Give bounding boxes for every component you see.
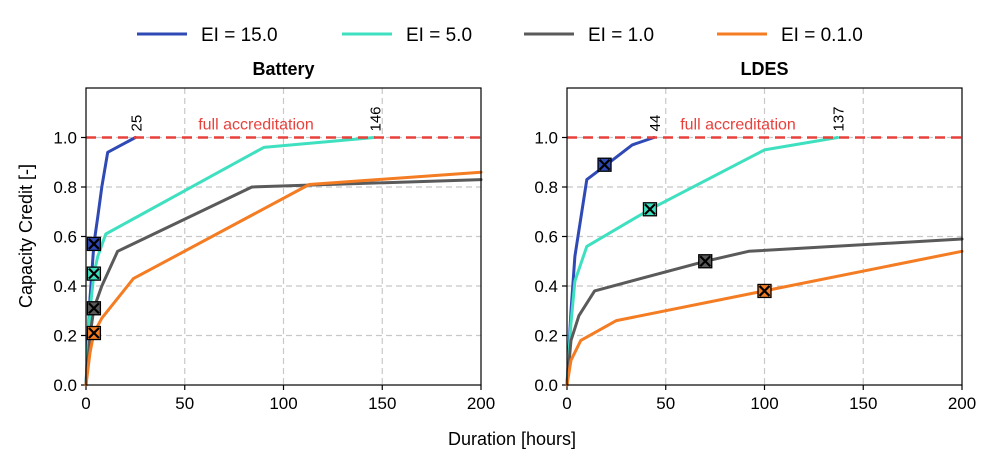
x-tick-label: 200 bbox=[467, 394, 495, 413]
x-tick-label: 100 bbox=[269, 394, 297, 413]
series-marker bbox=[757, 283, 772, 299]
marker-cross bbox=[88, 267, 100, 280]
series-marker bbox=[86, 266, 102, 281]
legend-label: EI = 0.1.0 bbox=[781, 25, 863, 46]
marker-cross bbox=[88, 302, 100, 315]
x-tick-label: 100 bbox=[750, 394, 778, 413]
y-tick-label: 0.0 bbox=[53, 376, 77, 395]
series-marker bbox=[642, 202, 658, 217]
y-tick-label: 0.2 bbox=[534, 327, 558, 346]
duration-label: 25 bbox=[128, 115, 145, 132]
y-tick-label: 0.4 bbox=[534, 277, 558, 296]
legend-label: EI = 1.0 bbox=[588, 25, 654, 46]
series-marker bbox=[597, 157, 612, 172]
duration-label: 137 bbox=[831, 106, 848, 131]
marker-cross bbox=[644, 203, 656, 216]
legend: EI = 15.0 EI = 5.0 EI = 1.0 EI = 0.1.0 bbox=[137, 25, 863, 46]
series-line bbox=[84, 136, 376, 387]
x-tick-label: 0 bbox=[562, 394, 571, 413]
panel-title: Battery bbox=[252, 59, 314, 79]
marker-cross bbox=[88, 327, 100, 339]
battery-panel: Battery 0 50 100 150 200 0.0 0.2 0.4 0.6 0.8 1.0 ful… bbox=[53, 59, 495, 413]
series-line bbox=[565, 237, 964, 387]
series-line bbox=[84, 170, 483, 387]
marker-cross bbox=[699, 255, 712, 268]
series-marker bbox=[86, 325, 102, 341]
legend-label: EI = 5.0 bbox=[406, 25, 472, 46]
y-axis-label: Capacity Credit [-] bbox=[16, 164, 36, 308]
series-line bbox=[565, 136, 840, 387]
full-accreditation-label: full accreditation bbox=[198, 117, 314, 134]
duration-label: 146 bbox=[367, 106, 384, 131]
axes-frame bbox=[85, 87, 482, 386]
y-tick-label: 0.8 bbox=[53, 178, 77, 197]
panel-title: LDES bbox=[740, 59, 788, 79]
marker-cross bbox=[88, 238, 100, 250]
series-line bbox=[565, 136, 656, 387]
full-accreditation-label: full accreditation bbox=[680, 117, 796, 134]
x-tick-label: 200 bbox=[948, 394, 976, 413]
series-line bbox=[565, 249, 964, 387]
axes-frame bbox=[566, 87, 963, 386]
y-tick-label: 1.0 bbox=[53, 129, 77, 148]
x-tick-label: 50 bbox=[175, 394, 194, 413]
x-tick-label: 50 bbox=[656, 394, 675, 413]
legend-label: EI = 15.0 bbox=[201, 25, 278, 46]
y-tick-label: 0.8 bbox=[534, 178, 558, 197]
y-tick-label: 0.0 bbox=[534, 376, 558, 395]
y-tick-label: 0.6 bbox=[534, 228, 558, 247]
duration-label: 44 bbox=[647, 115, 664, 132]
x-axis-label: Duration [hours] bbox=[448, 429, 576, 449]
y-tick-label: 0.2 bbox=[53, 327, 77, 346]
series-marker bbox=[698, 254, 713, 269]
x-tick-label: 150 bbox=[849, 394, 877, 413]
series-line bbox=[84, 136, 137, 387]
y-tick-label: 1.0 bbox=[534, 129, 558, 148]
series-marker bbox=[86, 301, 102, 316]
y-tick-label: 0.6 bbox=[53, 228, 77, 247]
x-tick-label: 150 bbox=[368, 394, 396, 413]
marker-cross bbox=[598, 158, 611, 171]
ldes-panel: LDES 0 50 100 150 200 0.0 0.2 0.4 0.6 0.8 1.0 full a… bbox=[534, 59, 976, 413]
series-marker bbox=[86, 236, 102, 252]
marker-cross bbox=[758, 285, 771, 297]
x-tick-label: 0 bbox=[81, 394, 90, 413]
y-tick-label: 0.4 bbox=[53, 277, 77, 296]
